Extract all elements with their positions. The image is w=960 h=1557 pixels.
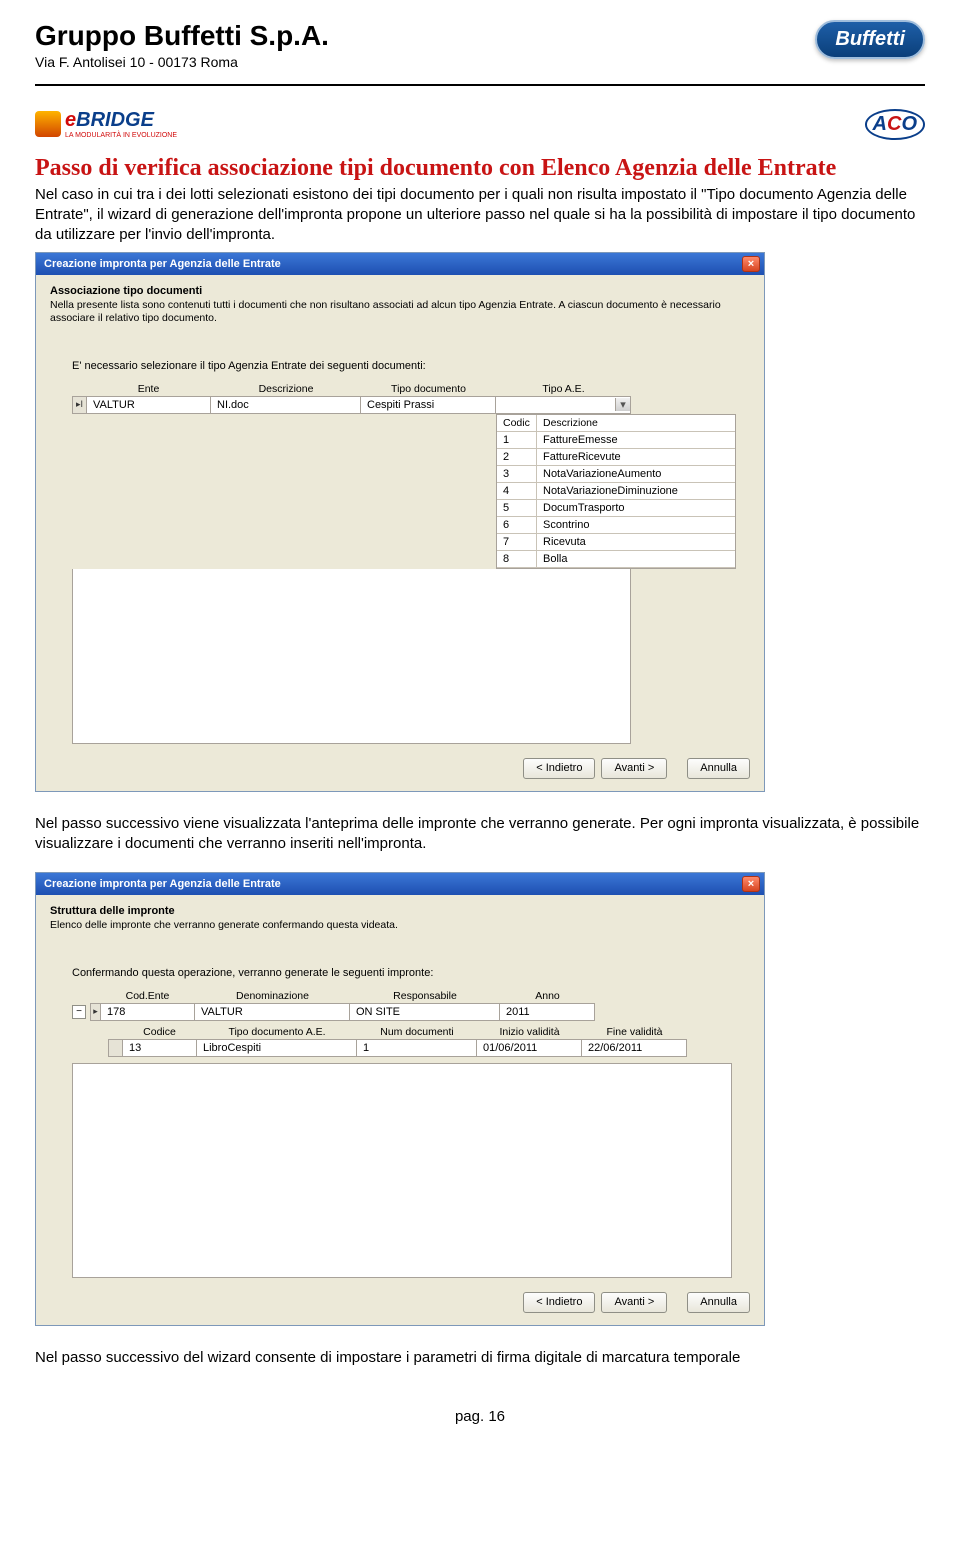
- d2-col2-fin: Fine validità: [582, 1025, 687, 1039]
- d1-cell-desc[interactable]: NI.doc: [211, 396, 361, 414]
- dialog2-prompt: Confermando questa operazione, verranno …: [72, 967, 750, 979]
- d2-col2-tipo: Tipo documento A.E.: [197, 1025, 357, 1039]
- d2-r2-ini[interactable]: 01/06/2011: [477, 1039, 582, 1057]
- d1-buttonbar: < Indietro Avanti > Annulla: [50, 758, 750, 779]
- d2-col2-num: Num documenti: [357, 1025, 477, 1039]
- d2-r2-fin[interactable]: 22/06/2011: [582, 1039, 687, 1057]
- d2-next-button[interactable]: Avanti >: [601, 1292, 667, 1313]
- ebridge-cube-icon: [35, 111, 61, 137]
- dialog2-heading: Struttura delle impronte: [50, 905, 750, 917]
- d2-r2-cod[interactable]: 13: [122, 1039, 197, 1057]
- dialog2-title: Creazione impronta per Agenzia delle Ent…: [44, 878, 281, 890]
- d1-cell-tipodoc[interactable]: Cespiti Prassi: [361, 396, 496, 414]
- d1-col-tipoae: Tipo A.E.: [496, 382, 631, 396]
- dialog1-prompt: E' necessario selezionare il tipo Agenzi…: [72, 360, 750, 372]
- ebridge-bridge: BRIDGE: [76, 109, 154, 131]
- header-rule: [35, 84, 925, 86]
- d1-cancel-button[interactable]: Annulla: [687, 758, 750, 779]
- d1-opt-3[interactable]: 3NotaVariazioneAumento: [497, 466, 735, 483]
- d2-col-resp: Responsabile: [350, 989, 500, 1003]
- company-address: Via F. Antolisei 10 - 00173 Roma: [35, 54, 329, 70]
- dialog1-sub: Nella presente lista sono contenuti tutt…: [50, 299, 750, 326]
- d2-back-button[interactable]: < Indietro: [523, 1292, 595, 1313]
- page-footer: pag. 16: [35, 1408, 925, 1425]
- row-selector-icon[interactable]: ▸I: [72, 396, 86, 414]
- d1-blank-area: [72, 569, 631, 744]
- page-header: Gruppo Buffetti S.p.A. Via F. Antolisei …: [35, 20, 925, 70]
- d2-col-anno: Anno: [500, 989, 595, 1003]
- dialog2-close-icon[interactable]: ×: [742, 876, 760, 892]
- ebridge-tagline: LA MODULARITÀ IN EVOLUZIONE: [65, 132, 177, 139]
- d2-r1-anno[interactable]: 2011: [500, 1003, 595, 1021]
- d2-r1-den[interactable]: VALTUR: [195, 1003, 350, 1021]
- d1-cell-ente[interactable]: VALTUR: [86, 396, 211, 414]
- row-selector-icon[interactable]: [108, 1039, 122, 1057]
- d1-opt-1[interactable]: 1FattureEmesse: [497, 432, 735, 449]
- dialog1: Creazione impronta per Agenzia delle Ent…: [35, 252, 765, 792]
- section1-title: Passo di verifica associazione tipi docu…: [35, 154, 925, 183]
- d1-opt-7[interactable]: 7Ricevuta: [497, 534, 735, 551]
- d1-cell-tipoae[interactable]: ▾: [496, 396, 631, 414]
- d2-col-codente: Cod.Ente: [100, 989, 195, 1003]
- section2-para: Nel passo successivo viene visualizzata …: [35, 814, 925, 855]
- d1-col-tipodoc: Tipo documento: [361, 382, 496, 396]
- d2-r2-num[interactable]: 1: [357, 1039, 477, 1057]
- d1-drop-col-code: Codic: [497, 415, 537, 432]
- aco-logo: ACO: [865, 109, 925, 140]
- dialog2-titlebar: Creazione impronta per Agenzia delle Ent…: [36, 873, 764, 895]
- d1-opt-6[interactable]: 6Scontrino: [497, 517, 735, 534]
- dialog1-titlebar: Creazione impronta per Agenzia delle Ent…: [36, 253, 764, 275]
- d1-opt-5[interactable]: 5DocumTrasporto: [497, 500, 735, 517]
- d2-col2-ini: Inizio validità: [477, 1025, 582, 1039]
- dialog1-close-icon[interactable]: ×: [742, 256, 760, 272]
- dialog1-heading: Associazione tipo documenti: [50, 285, 750, 297]
- logo-row: eBRIDGE LA MODULARITÀ IN EVOLUZIONE ACO: [35, 104, 925, 144]
- d2-cancel-button[interactable]: Annulla: [687, 1292, 750, 1313]
- brand-badge: Buffetti: [815, 20, 925, 59]
- d1-col-desc: Descrizione: [211, 382, 361, 396]
- section1-para: Nel caso in cui tra i dei lotti selezion…: [35, 185, 925, 246]
- d2-blank-area: [72, 1063, 732, 1278]
- d2-r2-tipo[interactable]: LibroCespiti: [197, 1039, 357, 1057]
- d1-back-button[interactable]: < Indietro: [523, 758, 595, 779]
- d2-buttonbar: < Indietro Avanti > Annulla: [50, 1292, 750, 1313]
- d1-col-ente: Ente: [86, 382, 211, 396]
- company-name: Gruppo Buffetti S.p.A.: [35, 20, 329, 52]
- d2-r1-cod[interactable]: 178: [100, 1003, 195, 1021]
- header-left: Gruppo Buffetti S.p.A. Via F. Antolisei …: [35, 20, 329, 70]
- d2-col-denom: Denominazione: [195, 989, 350, 1003]
- dropdown-caret-icon[interactable]: ▾: [615, 398, 630, 411]
- dialog2-sub: Elenco delle impronte che verranno gener…: [50, 919, 750, 933]
- header-right: Buffetti: [815, 20, 925, 59]
- ebridge-e: e: [65, 109, 76, 131]
- ebridge-logo: eBRIDGE LA MODULARITÀ IN EVOLUZIONE: [35, 109, 177, 139]
- d1-opt-4[interactable]: 4NotaVariazioneDiminuzione: [497, 483, 735, 500]
- d1-opt-2[interactable]: 2FattureRicevute: [497, 449, 735, 466]
- dialog1-title: Creazione impronta per Agenzia delle Ent…: [44, 258, 281, 270]
- d1-next-button[interactable]: Avanti >: [601, 758, 667, 779]
- d2-col2-codice: Codice: [122, 1025, 197, 1039]
- d1-dropdown[interactable]: Codic Descrizione 1FattureEmesse 2Fattur…: [496, 414, 736, 569]
- d1-opt-8[interactable]: 8Bolla: [497, 551, 735, 568]
- collapse-icon[interactable]: −: [72, 1005, 86, 1019]
- d2-r1-resp[interactable]: ON SITE: [350, 1003, 500, 1021]
- d1-drop-col-desc: Descrizione: [537, 415, 735, 432]
- section3-para: Nel passo successivo del wizard consente…: [35, 1348, 925, 1368]
- dialog2: Creazione impronta per Agenzia delle Ent…: [35, 872, 765, 1326]
- row-selector-icon[interactable]: ▸: [90, 1003, 100, 1021]
